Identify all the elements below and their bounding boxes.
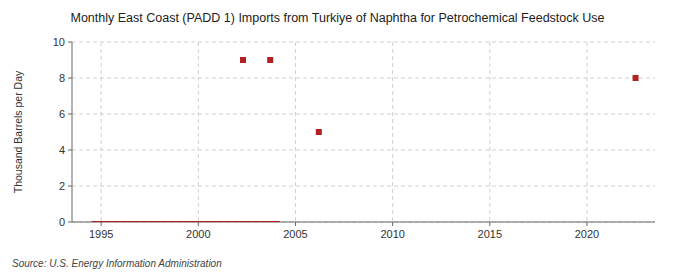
- x-tick-label: 1995: [89, 228, 113, 240]
- background: [0, 0, 675, 275]
- y-tick: [68, 114, 72, 115]
- chart: 1995 2000 2005 2010 2015 2020 0 2 4 6 8 10 Monthly E…: [0, 0, 675, 275]
- x-tick: [101, 222, 102, 226]
- source-note: Source: U.S. Energy Information Administ…: [12, 258, 222, 269]
- y-tick-label: 4: [59, 144, 65, 156]
- x-tick: [198, 222, 199, 226]
- x-axis-line: [72, 222, 655, 223]
- y-tick: [68, 150, 72, 151]
- x-tick-label: 2000: [186, 228, 210, 240]
- grid-line-x: [586, 42, 587, 222]
- data-point: [316, 129, 322, 135]
- x-tick-label: 2015: [478, 228, 502, 240]
- grid-line-y: [72, 42, 655, 43]
- grid-line-y: [72, 78, 655, 79]
- chart-container: 1995 2000 2005 2010 2015 2020 0 2 4 6 8 10 Monthly E…: [0, 0, 675, 275]
- y-tick: [68, 186, 72, 187]
- grid-line-y: [72, 222, 655, 223]
- data-point: [633, 75, 639, 81]
- grid-line-x: [489, 42, 490, 222]
- y-axis-line: [72, 42, 73, 222]
- x-tick: [489, 222, 490, 226]
- grid-line-y: [72, 150, 655, 151]
- grid-line-y: [72, 114, 655, 115]
- y-axis-label: Thousand Barrels per Day: [12, 70, 24, 193]
- y-tick-label: 2: [59, 180, 65, 192]
- y-tick-label: 0: [59, 216, 65, 228]
- x-tick: [392, 222, 393, 226]
- y-tick-label: 10: [53, 36, 65, 48]
- grid-line-x: [295, 42, 296, 222]
- grid: [72, 42, 655, 222]
- grid-line-x: [392, 42, 393, 222]
- grid-line-x: [101, 42, 102, 222]
- x-tick-label: 2005: [283, 228, 307, 240]
- y-tick: [68, 78, 72, 79]
- data-line: [91, 221, 280, 222]
- x-tick-label: 2020: [575, 228, 599, 240]
- grid-line-y: [72, 186, 655, 187]
- grid-line-x: [198, 42, 199, 222]
- data-point: [240, 57, 246, 63]
- plot-data: [91, 57, 638, 222]
- y-tick-label: 8: [59, 72, 65, 84]
- y-tick-label: 6: [59, 108, 65, 120]
- y-tick: [68, 222, 72, 223]
- y-tick: [68, 42, 72, 43]
- data-point: [267, 57, 273, 63]
- title: Monthly East Coast (PADD 1) Imports from…: [71, 11, 605, 25]
- x-tick: [295, 222, 296, 226]
- x-tick: [586, 222, 587, 226]
- x-tick-label: 2010: [380, 228, 404, 240]
